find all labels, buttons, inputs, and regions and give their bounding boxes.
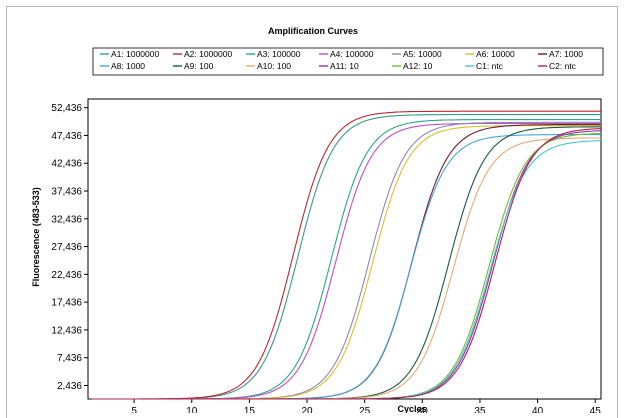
y-tick-label: 17,436 — [51, 298, 82, 309]
legend-label: A12: 10 — [403, 61, 433, 71]
x-tick-label: 25 — [359, 406, 371, 413]
y-axis-title: Fluorescence (483-533) — [31, 187, 41, 287]
x-tick-label: 35 — [474, 406, 486, 413]
legend-label: A8: 1000 — [111, 61, 145, 71]
series-line — [91, 137, 601, 400]
x-tick-label: 5 — [131, 406, 137, 413]
legend-label: A11: 10 — [330, 61, 359, 71]
legend-label: A6: 10000 — [476, 49, 515, 59]
legend-label: A5: 10000 — [403, 49, 442, 59]
x-axis-title: Cycles — [397, 404, 426, 413]
x-tick-label: 30 — [417, 406, 429, 413]
x-axis: 5 10 15 20 25 30 35 40 45 — [131, 399, 601, 413]
legend-label: A10: 100 — [257, 61, 291, 71]
legend-label: C2: ntc — [549, 61, 577, 71]
legend: A1: 1000000 A2: 1000000 A3: 100000 A4: 1000… — [100, 49, 583, 71]
legend-label: A7: 1000 — [549, 49, 583, 59]
series-line — [91, 140, 602, 400]
y-tick-label: 52,436 — [51, 103, 82, 114]
series-line — [91, 121, 601, 400]
x-tick-label: 40 — [532, 406, 544, 413]
x-tick-label: 45 — [590, 406, 602, 413]
y-tick-label: 7,436 — [57, 353, 82, 364]
y-tick-label: 27,436 — [51, 242, 82, 253]
legend-box — [92, 47, 604, 76]
plot-area — [87, 98, 602, 400]
y-tick-label: 37,436 — [51, 187, 82, 198]
x-tick-label: 10 — [186, 406, 198, 413]
legend-label: A3: 100000 — [257, 49, 301, 59]
x-tick-label: 15 — [244, 406, 256, 413]
series-line — [91, 119, 601, 400]
series-line — [91, 128, 602, 400]
series-line — [91, 110, 601, 400]
legend-label: C1: ntc — [476, 61, 504, 71]
y-tick-label: 32,436 — [51, 214, 82, 225]
series-line — [91, 125, 601, 400]
series-line — [91, 114, 601, 400]
amplification-chart: Amplification Curves A1: 1000000 A2: 1000… — [31, 26, 604, 413]
chart-frame: Amplification Curves A1: 1000000 A2: 1000… — [6, 6, 618, 418]
legend-label: A9: 100 — [184, 61, 214, 71]
legend-label: A2: 1000000 — [184, 49, 232, 59]
y-axis: 2,436 7,436 12,436 17,436 22,436 27,436 32,436… — [51, 103, 88, 392]
y-tick-label: 2,436 — [57, 381, 82, 392]
legend-label: A4: 100000 — [330, 49, 374, 59]
legend-label: A1: 1000000 — [111, 49, 159, 59]
y-tick-label: 22,436 — [51, 270, 82, 281]
y-tick-label: 47,436 — [51, 131, 82, 142]
curves — [91, 110, 602, 400]
x-tick-label: 20 — [301, 406, 313, 413]
y-tick-label: 42,436 — [51, 159, 82, 170]
chart-title: Amplification Curves — [268, 26, 358, 36]
y-tick-label: 12,436 — [51, 325, 82, 336]
